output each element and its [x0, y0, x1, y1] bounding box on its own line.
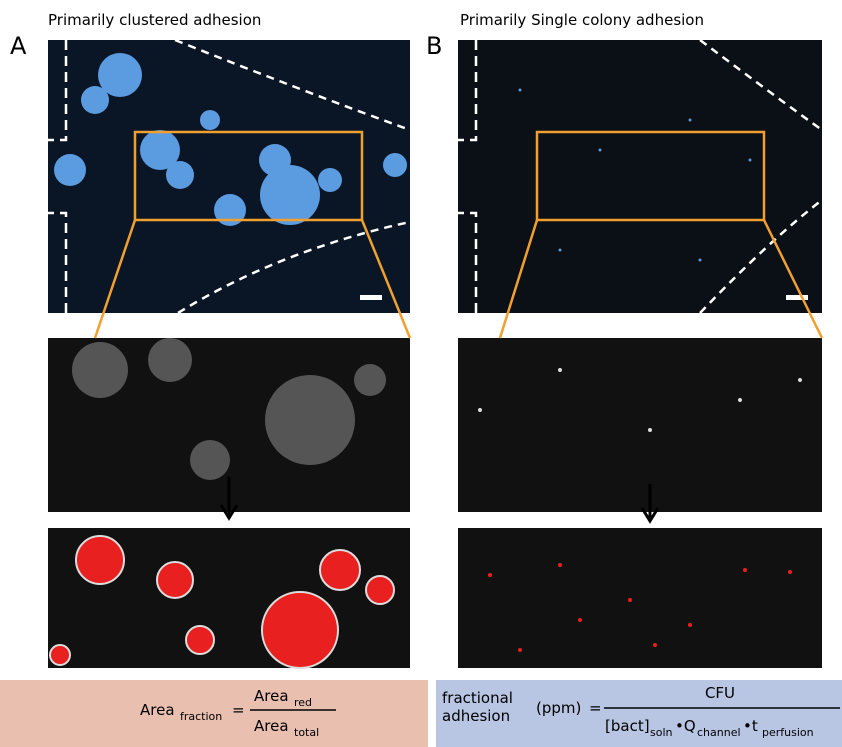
formula-text: (ppm) [536, 699, 581, 717]
formula-text: CFU [705, 684, 735, 702]
formula-text: = [232, 701, 245, 719]
panel-letter: B [426, 32, 442, 60]
panel-title: Primarily clustered adhesion [48, 11, 261, 29]
formula-sub: channel [697, 726, 741, 739]
formula-text: Area [254, 687, 289, 705]
formula-text: = [589, 699, 602, 717]
formula-text: •Q [675, 717, 696, 735]
formula-text: fractional [442, 689, 513, 707]
formula-text: [bact] [605, 717, 650, 735]
micrograph-a [48, 40, 410, 313]
zoom-red-b [458, 528, 822, 668]
formula-text: Area [140, 701, 175, 719]
formula-text: •t [743, 717, 758, 735]
formula-text: adhesion [442, 707, 510, 725]
formula-text: Area [254, 717, 289, 735]
formula-sub: fraction [180, 710, 222, 723]
formula-sub: total [294, 726, 319, 739]
figure: A Primarily clustered adhesion B Primari… [0, 0, 842, 747]
formula-sub: perfusion [762, 726, 814, 739]
micrograph-b [458, 40, 822, 313]
zoom-red-a [48, 528, 410, 668]
zoom-gray-b [458, 338, 822, 512]
panel-title: Primarily Single colony adhesion [460, 11, 704, 29]
formula-sub: soln [650, 726, 673, 739]
formula-sub: red [294, 696, 312, 709]
panel-letter: A [10, 32, 27, 60]
